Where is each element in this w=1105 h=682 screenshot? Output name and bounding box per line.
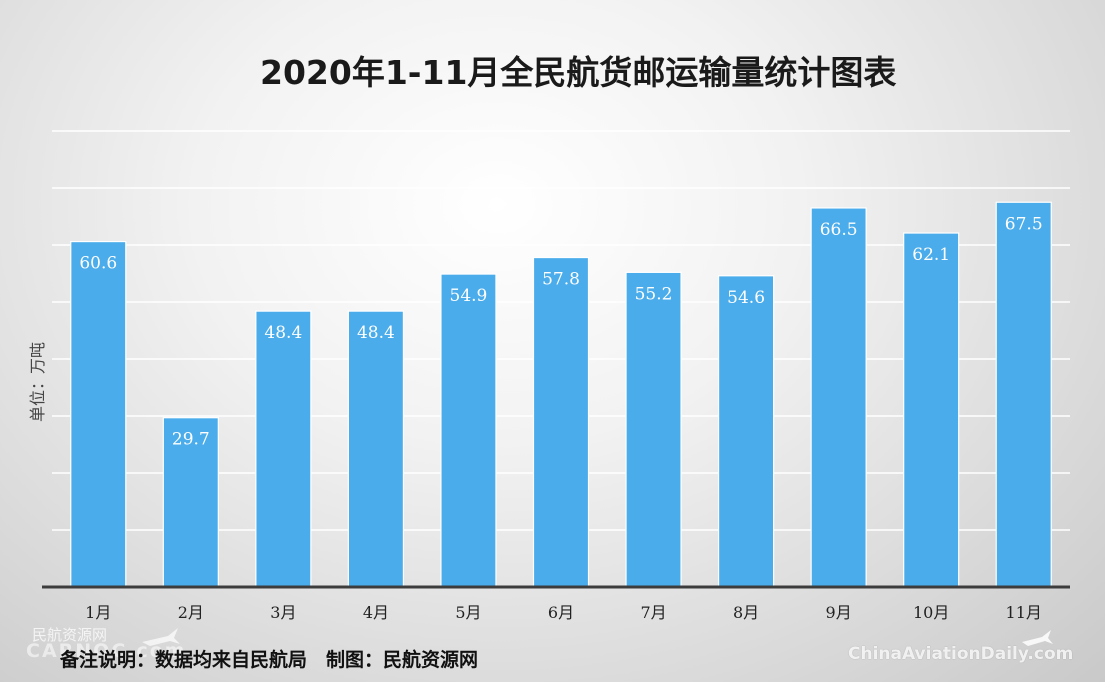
- x-tick-label: 11月: [1006, 603, 1042, 622]
- bar: [70, 240, 127, 588]
- plane-icon: [142, 628, 180, 646]
- data-label: 57.8: [542, 270, 580, 290]
- x-tick-label: 7月: [640, 603, 666, 622]
- data-label: 48.4: [264, 323, 302, 343]
- x-tick-label: 10月: [913, 603, 949, 622]
- chart-title: 2020年1-11月全民航货邮运输量统计图表: [260, 53, 897, 92]
- x-tick-label: 8月: [733, 603, 759, 622]
- data-label: 54.9: [450, 286, 488, 306]
- bar: [625, 271, 682, 588]
- data-label: 62.1: [912, 245, 950, 265]
- x-tick-label: 1月: [85, 603, 111, 622]
- data-label: 60.6: [79, 254, 117, 274]
- bar: [717, 275, 775, 588]
- x-tick-label: 6月: [548, 603, 574, 622]
- data-labels: 60.6 29.7 48.4 48.4 54.9 57.8 55.2 54.6 66.5 62.1…: [79, 214, 1042, 449]
- watermark-right: ChinaAviationDaily.com: [848, 644, 1074, 664]
- footnote: 备注说明：数据均来自民航局 制图：民航资源网: [60, 649, 479, 671]
- y-axis-unit-label: 单位：万吨: [28, 342, 47, 423]
- data-label: 55.2: [635, 284, 673, 304]
- bar: [255, 310, 312, 588]
- x-tick-label: 5月: [455, 603, 481, 622]
- x-tick-label: 3月: [270, 603, 296, 622]
- data-label: 29.7: [172, 430, 210, 450]
- watermark-left-cn: 民航资源网: [32, 626, 108, 644]
- x-tick-labels: 1月 2月 3月 4月 5月 6月 7月 8月 9月 10月 11月: [85, 603, 1042, 622]
- data-label: 48.4: [357, 323, 395, 343]
- plane-icon: [1022, 630, 1053, 646]
- x-tick-label: 9月: [826, 603, 852, 622]
- watermark-left-en: CARNOC.com: [26, 640, 187, 662]
- bar: [347, 310, 405, 588]
- bar: [162, 417, 219, 588]
- x-tick-label: 4月: [363, 603, 389, 622]
- bar: [532, 256, 590, 588]
- data-label: 67.5: [1005, 214, 1043, 234]
- data-label: 54.6: [727, 288, 765, 308]
- data-label: 66.5: [820, 220, 858, 240]
- bar: [995, 201, 1052, 588]
- x-tick-label: 2月: [178, 603, 204, 622]
- bars: [70, 201, 1052, 588]
- bar: [440, 273, 497, 588]
- bar: [903, 232, 960, 588]
- bar: [810, 207, 867, 588]
